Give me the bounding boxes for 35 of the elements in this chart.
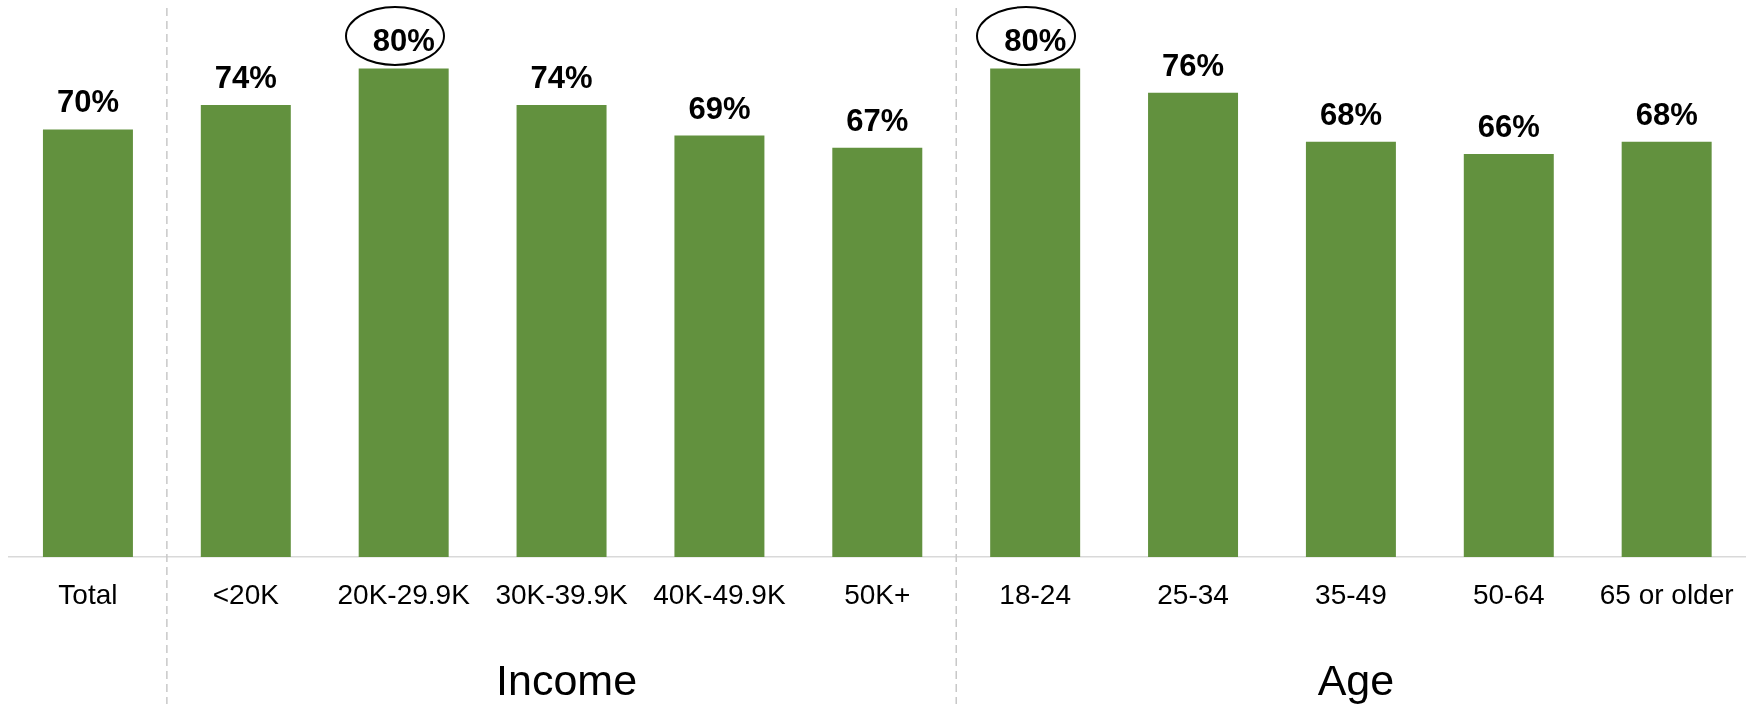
data-label: 66% — [1477, 108, 1540, 144]
data-label: 76% — [1162, 47, 1225, 83]
bar — [832, 147, 923, 557]
bar — [1621, 141, 1712, 557]
annotation: 80% — [372, 23, 435, 59]
data-label: 74% — [530, 60, 593, 96]
x-tick-label: 50-64 — [1472, 578, 1545, 610]
x-tick-label: 18-24 — [999, 578, 1071, 610]
bar — [1305, 141, 1396, 557]
x-tick-label: 65 or older — [1599, 578, 1734, 610]
x-tick-label: 35-49 — [1315, 578, 1387, 610]
x-tick-label: <20K — [212, 578, 280, 610]
bar — [516, 105, 607, 557]
data-label: 68% — [1635, 96, 1698, 132]
data-label: 74% — [214, 60, 277, 96]
data-label: 67% — [846, 102, 909, 138]
bar — [42, 129, 133, 557]
data-label: 70% — [56, 84, 119, 120]
x-tick-label: 25-34 — [1157, 578, 1229, 610]
bar — [358, 68, 449, 557]
text: Income — [496, 655, 638, 704]
x-tick-label: 20K-29.9K — [337, 578, 471, 610]
bar — [1463, 153, 1554, 557]
bar — [674, 135, 765, 557]
x-tick-label: 30K-39.9K — [495, 578, 629, 610]
data-label: 68% — [1319, 96, 1382, 132]
x-tick-label: 50K+ — [844, 578, 911, 610]
x-tick-label: Total — [58, 578, 118, 610]
data-label: 69% — [688, 90, 751, 126]
x-tick-label: 40K-49.9K — [653, 578, 786, 610]
annotation: 80% — [1004, 23, 1067, 59]
bar — [1148, 92, 1239, 557]
bar — [200, 105, 291, 557]
bar — [990, 68, 1081, 557]
text: Age — [1317, 655, 1395, 704]
